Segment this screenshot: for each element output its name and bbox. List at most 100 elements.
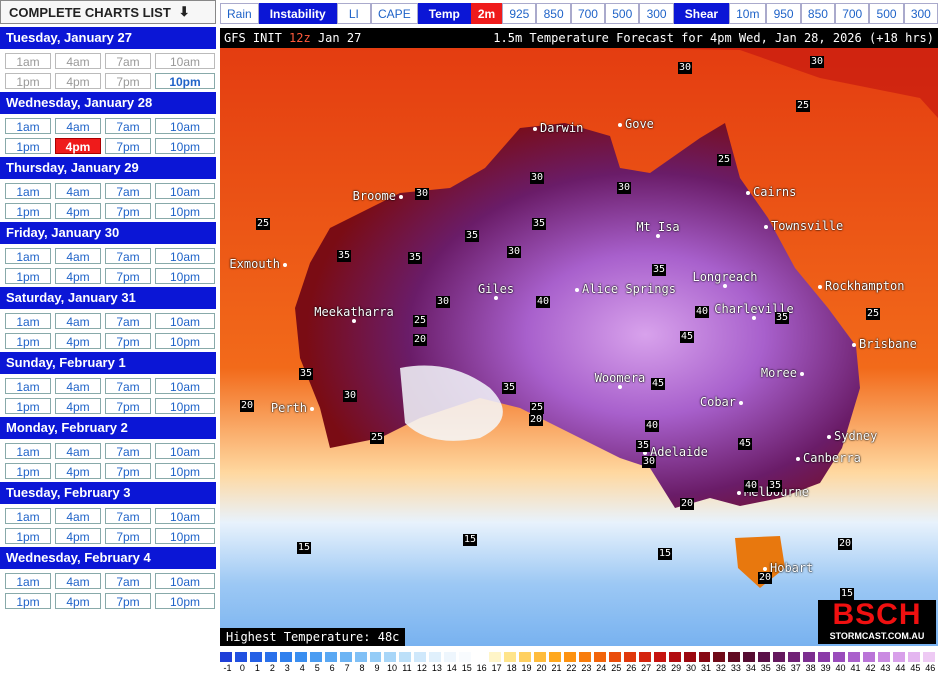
category-tab[interactable]: Temp [417,3,471,24]
time-slot-button[interactable]: 4pm [55,593,101,609]
time-slot-button[interactable]: 4am [55,53,101,69]
time-slot-button[interactable]: 1pm [5,73,51,89]
time-slot-button[interactable]: 4pm [55,463,101,479]
chart-option-link[interactable]: 700 [570,3,606,24]
time-slot-button[interactable]: 10pm [155,333,215,349]
time-slot-button[interactable]: 10am [155,508,215,524]
time-slot-button[interactable]: 1am [5,313,51,329]
time-slot-button[interactable]: 7pm [105,138,151,154]
time-slot-button[interactable]: 7pm [105,73,151,89]
time-slot-button[interactable]: 10pm [155,463,215,479]
time-slot-button[interactable]: 1pm [5,333,51,349]
time-slot-button[interactable]: 1pm [5,268,51,284]
legend-swatch [563,652,576,662]
time-slot-button[interactable]: 1am [5,53,51,69]
chart-option-link[interactable]: CAPE [371,3,418,24]
time-slot-button[interactable]: 4am [55,573,101,589]
chart-option-link[interactable]: 500 [605,3,640,24]
time-slot-button[interactable]: 10pm [155,138,215,154]
time-slot-button[interactable]: 4am [55,248,101,264]
city-name: Longreach [692,270,758,284]
time-slot-button[interactable]: 7pm [105,203,151,219]
time-slot-button[interactable]: 7am [105,248,151,264]
time-slot-button[interactable]: 4pm [55,398,101,414]
time-slot-button[interactable]: 10am [155,313,215,329]
chart-option-link[interactable]: 300 [903,3,938,24]
category-tab[interactable]: Instability [258,3,337,24]
time-slot-button[interactable]: 4am [55,443,101,459]
time-slot-button[interactable]: 4pm [55,528,101,544]
chart-option-link[interactable]: 850 [536,3,571,24]
time-slot-button[interactable]: 1am [5,118,51,134]
time-slot-button[interactable]: 7pm [105,398,151,414]
chart-option-link[interactable]: 500 [869,3,904,24]
chart-option-link[interactable]: 300 [639,3,674,24]
time-slot-button[interactable]: 1pm [5,593,51,609]
chart-option-link[interactable]: 950 [766,3,801,24]
legend-swatch [504,652,517,662]
time-slot-button[interactable]: 1pm [5,528,51,544]
time-slot-button[interactable]: 1pm [5,203,51,219]
time-slot-button[interactable]: 1pm [5,398,51,414]
time-slot-button[interactable]: 7pm [105,528,151,544]
time-slot-button[interactable]: 10pm [155,268,215,284]
time-slot-button[interactable]: 1am [5,183,51,199]
chart-option-link[interactable]: 10m [729,3,767,24]
time-slot-button[interactable]: 4pm [55,203,101,219]
time-slot-button[interactable]: 10pm [155,203,215,219]
time-slot-button[interactable]: 10am [155,378,215,394]
city-name: Broome [352,189,396,203]
category-tab[interactable]: Shear [673,3,730,24]
time-slot-button[interactable]: 4am [55,313,101,329]
chart-option-link[interactable]: 850 [800,3,836,24]
time-slot-button[interactable]: 10pm [155,398,215,414]
chart-option-link[interactable]: 700 [835,3,870,24]
time-slot-button[interactable]: 10am [155,118,215,134]
chart-option-link[interactable]: LI [336,3,372,24]
time-slot-button[interactable]: 7am [105,53,151,69]
time-slot-button[interactable]: 1pm [5,138,51,154]
time-slot-button[interactable]: 1am [5,443,51,459]
time-slot-button[interactable]: 1am [5,573,51,589]
chart-option-link[interactable]: 925 [502,3,537,24]
time-slot-button[interactable]: 4pm [55,268,101,284]
time-slot-button[interactable]: 10am [155,248,215,264]
time-slot-button[interactable]: 10am [155,443,215,459]
time-slot-button[interactable]: 7pm [105,333,151,349]
time-slot-button[interactable]: 10pm [155,73,215,89]
time-slot-button[interactable]: 7am [105,118,151,134]
time-slot-button[interactable]: 7am [105,313,151,329]
time-slot-button[interactable]: 4pm [55,138,101,154]
city-dot-icon [643,450,647,455]
time-slot-button[interactable]: 7am [105,443,151,459]
legend-value: 36 [775,663,786,673]
time-slot-button[interactable]: 4am [55,183,101,199]
time-slot-button[interactable]: 10am [155,183,215,199]
time-slot-button[interactable]: 10pm [155,528,215,544]
time-slot-button[interactable]: 7pm [105,593,151,609]
time-slot-button[interactable]: 1am [5,248,51,264]
time-slot-button[interactable]: 10pm [155,593,215,609]
time-slot-button[interactable]: 4pm [55,333,101,349]
time-slot-button[interactable]: 4pm [55,73,101,89]
time-slot-button[interactable]: 10am [155,573,215,589]
time-slot-button[interactable]: 7am [105,508,151,524]
time-slot-button[interactable]: 4am [55,378,101,394]
complete-charts-list-header[interactable]: COMPLETE CHARTS LIST ⬇ [0,0,216,24]
time-slot-button[interactable]: 1am [5,508,51,524]
time-slot-button[interactable]: 1pm [5,463,51,479]
chart-option-link[interactable]: 2m [470,3,503,24]
time-slot-button[interactable]: 7am [105,183,151,199]
time-slot-button[interactable]: 10am [155,53,215,69]
contour-label: 25 [717,154,732,166]
time-slot-button[interactable]: 7pm [105,268,151,284]
legend-swatch [369,652,382,662]
time-slot-button[interactable]: 4am [55,508,101,524]
time-slot-button[interactable]: 7am [105,573,151,589]
time-slot-button[interactable]: 1am [5,378,51,394]
time-slot-button[interactable]: 7pm [105,463,151,479]
time-slot-button[interactable]: 4am [55,118,101,134]
time-slot-button[interactable]: 7am [105,378,151,394]
time-slots: 1am 4am 7am 10am 1pm 4pm 7pm 10pm [0,179,216,219]
chart-option-link[interactable]: Rain [220,3,259,24]
